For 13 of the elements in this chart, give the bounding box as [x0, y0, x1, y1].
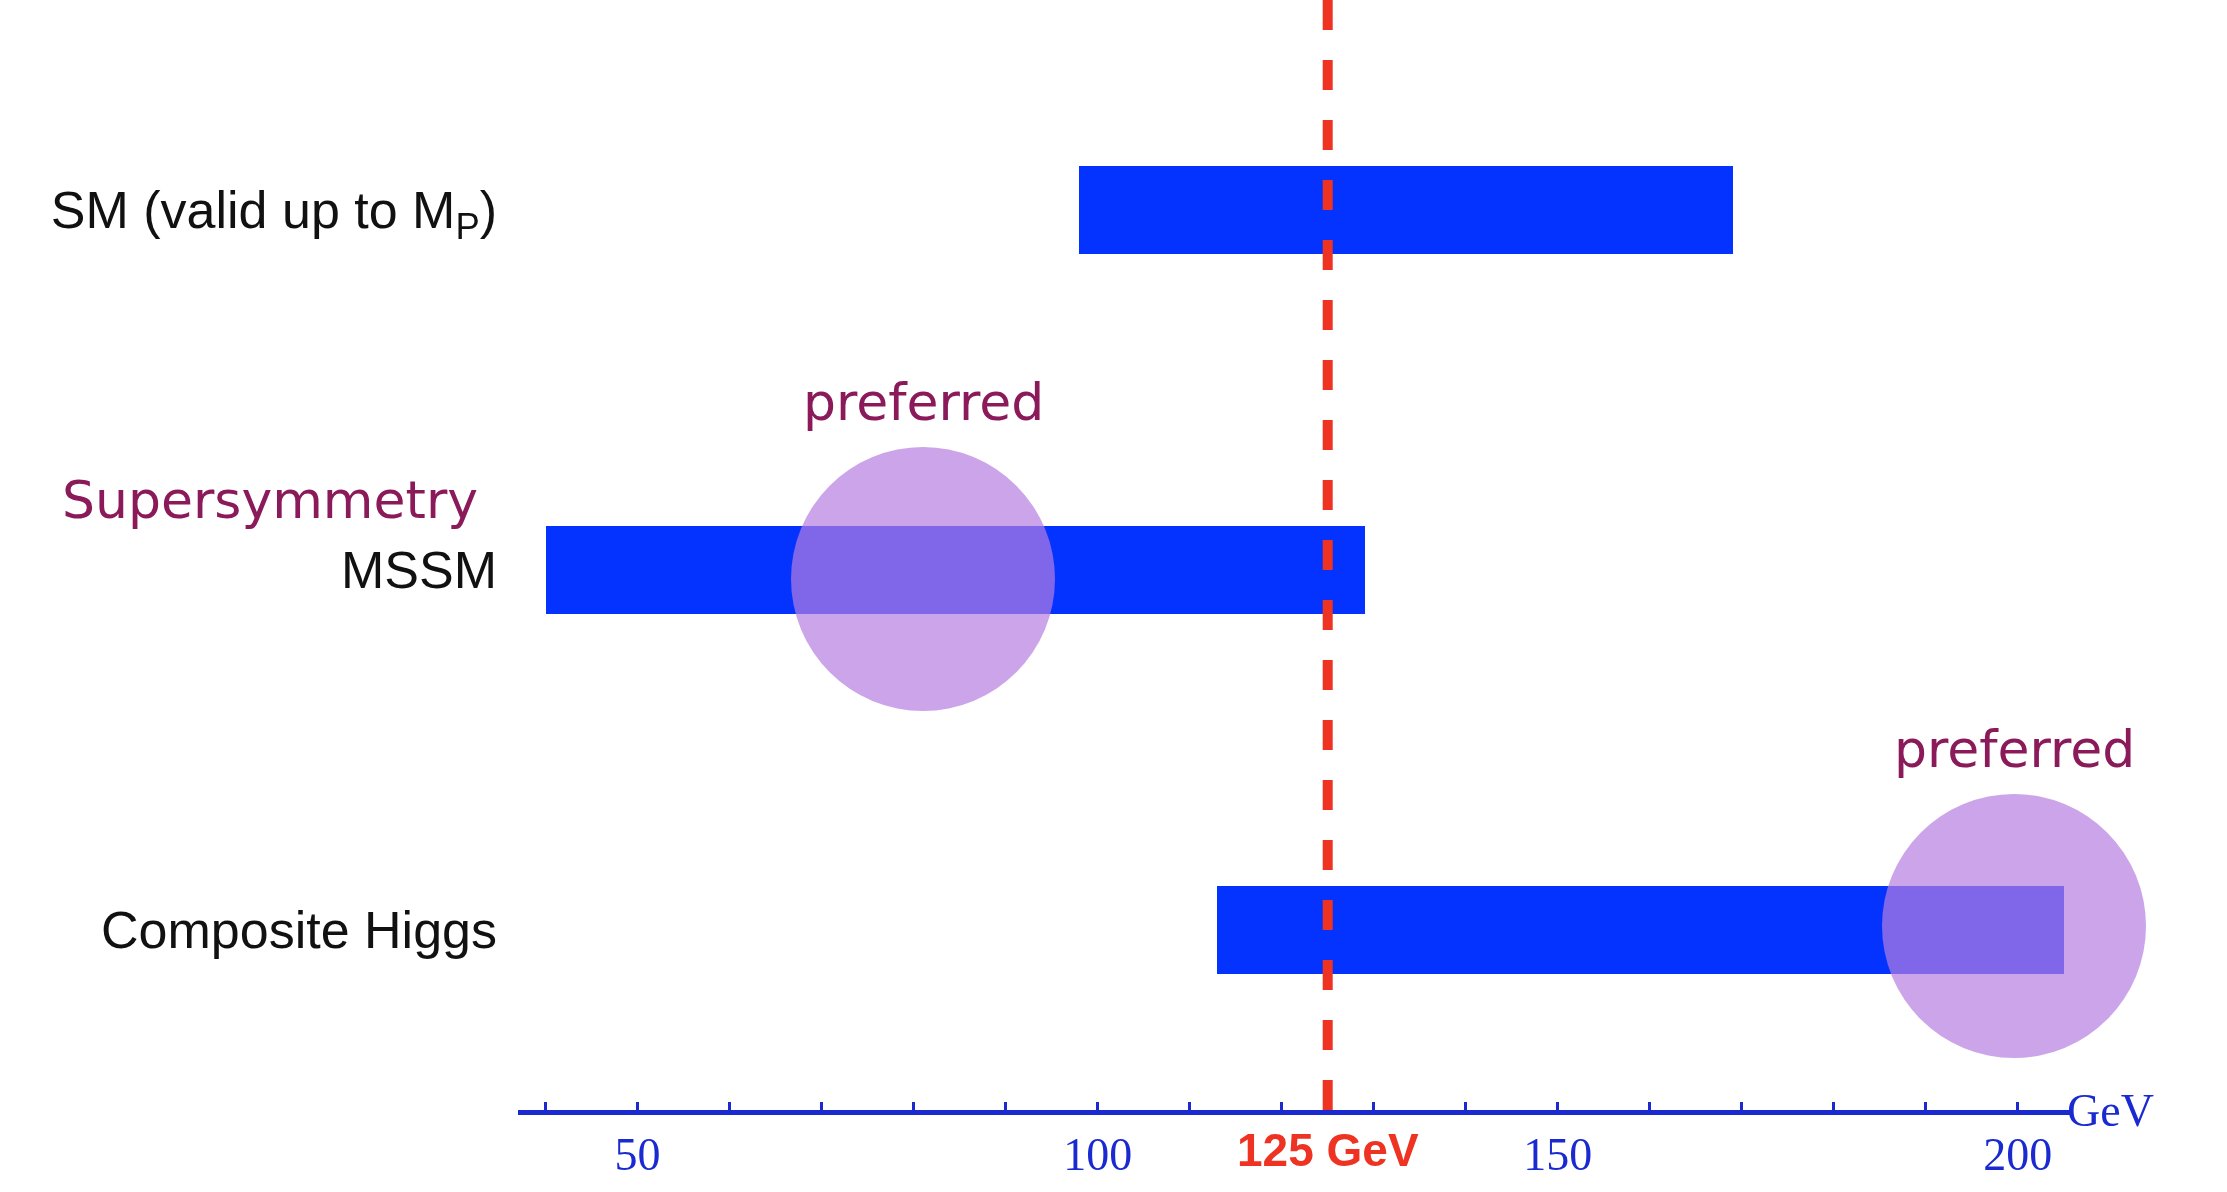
y-tick-label: SM (valid up to M$_{P}$) [50, 181, 497, 248]
bar [1079, 165, 1733, 255]
x-tick-label: 150 [1523, 1129, 1593, 1181]
text: Supersymmetry [62, 470, 479, 530]
x-tick-label: 100 [1063, 1129, 1133, 1181]
x-axis-title: GeV [2067, 1085, 2154, 1136]
x-tick-label: 50 [614, 1129, 661, 1181]
ref-line-label: 125 GeV [1237, 1124, 1419, 1176]
annotation: preferred [803, 372, 1045, 432]
y-tick-label: Composite Higgs [101, 901, 497, 960]
y-tick-label: MSSM [341, 541, 497, 600]
annotation: preferred [1894, 719, 2136, 779]
x-tick-label: 200 [1983, 1129, 2053, 1181]
